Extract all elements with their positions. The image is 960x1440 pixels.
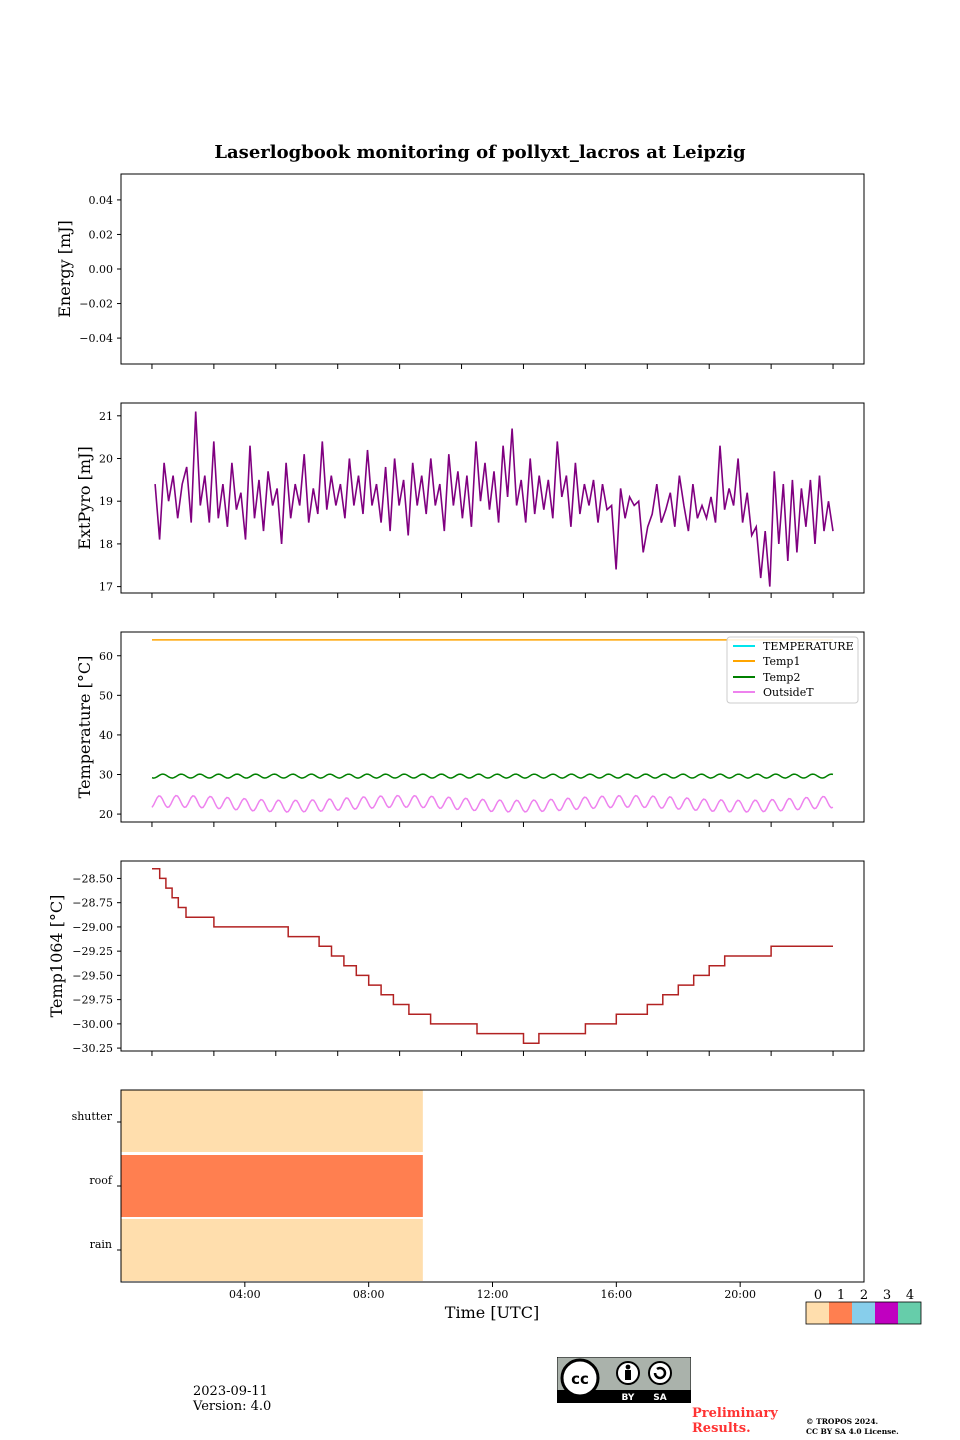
- colorbar-swatch: [806, 1302, 829, 1324]
- temp1064-plot-area: [120, 860, 865, 1052]
- copyright-line2: CC BY SA 4.0 License.: [806, 1427, 899, 1436]
- y-tick-label: −29.75: [72, 994, 113, 1007]
- temp1064-series-line: [152, 868, 833, 1044]
- energy-y-label: Energy [mJ]: [55, 220, 74, 318]
- y-tick-label: 0.04: [89, 194, 114, 207]
- y-tick-label: −30.25: [72, 1042, 113, 1055]
- temperature-y-label: Temperature [°C]: [75, 656, 94, 799]
- colorbar-tick-label: 0: [814, 1288, 822, 1303]
- status-heatmap-cells: [121, 1090, 423, 1281]
- energy-y-ticks: −0.04 −0.02 0.00 0.02 0.04: [79, 194, 121, 345]
- y-tick-label: −28.75: [72, 897, 113, 910]
- y-tick-label: 0.00: [89, 263, 114, 276]
- temperature-y-ticks: 20 30 40 50 60: [99, 650, 121, 821]
- chart-title: Laserlogbook monitoring of pollyxt_lacro…: [214, 142, 746, 163]
- y-tick-label: −28.50: [72, 872, 113, 885]
- status-panel: shutter roof rain 04:00 08:00 12:00 16:00 20…: [72, 1089, 865, 1322]
- x-tick-label: 20:00: [724, 1288, 756, 1301]
- extpyro-x-ticks: [151, 593, 834, 598]
- y-tick-label: −0.02: [79, 298, 113, 311]
- copyright-line1: © TROPOS 2024.: [806, 1417, 879, 1426]
- colorbar-swatch: [898, 1302, 921, 1324]
- y-tick-label: 18: [99, 538, 113, 551]
- extpyro-plot-area: [120, 402, 865, 594]
- cc-sa-text: SA: [653, 1393, 666, 1403]
- x-tick-label: 04:00: [229, 1288, 261, 1301]
- preliminary-line1: Preliminary: [692, 1406, 778, 1421]
- y-tick-label: 21: [99, 410, 113, 423]
- y-tick-label: −0.04: [79, 332, 113, 345]
- y-tick-label: 40: [99, 729, 113, 742]
- temp1064-y-label: Temp1064 [°C]: [47, 895, 66, 1018]
- row-label-roof: roof: [89, 1174, 113, 1187]
- footer-date-version: 2023-09-11 Version: 4.0: [193, 1384, 271, 1414]
- extpyro-panel: 17 18 19 20 21 ExtPyro [mJ]: [75, 402, 865, 598]
- preliminary-note: Preliminary Results.: [692, 1406, 778, 1436]
- temp1064-x-ticks: [151, 1051, 834, 1056]
- y-tick-label: −30.00: [72, 1018, 113, 1031]
- colorbar-swatch: [875, 1302, 898, 1324]
- temp2-series-line: [151, 773, 834, 779]
- y-tick-label: 30: [99, 769, 113, 782]
- temperature-panel: 20 30 40 50 60 TEMPERATURE Temp1 Temp2 Outsi…: [75, 631, 865, 827]
- y-tick-label: −29.50: [72, 969, 113, 982]
- row-label-shutter: shutter: [72, 1110, 113, 1123]
- y-tick-label: 60: [99, 650, 113, 663]
- y-tick-label: 50: [99, 689, 113, 702]
- y-tick-label: 19: [99, 495, 113, 508]
- extpyro-y-label: ExtPyro [mJ]: [75, 446, 94, 549]
- y-tick-label: 0.02: [89, 228, 114, 241]
- legend-frame: [726, 636, 859, 704]
- outsidet-series-line: [151, 794, 834, 813]
- x-tick-label: 12:00: [477, 1288, 509, 1301]
- extpyro-y-ticks: 17 18 19 20 21: [99, 410, 121, 594]
- colorbar-tick-label: 3: [883, 1288, 891, 1303]
- y-tick-label: 17: [99, 581, 113, 594]
- temp1064-y-ticks: −30.25 −30.00 −29.75 −29.50 −29.25 −29.00 −28.…: [72, 872, 121, 1055]
- cc-by-sa-icon: cc BY SA: [556, 1356, 692, 1404]
- energy-x-ticks: [151, 364, 834, 369]
- y-tick-label: 20: [99, 453, 113, 466]
- temperature-x-ticks: [151, 822, 834, 827]
- colorbar-tick-label: 2: [860, 1288, 868, 1303]
- x-tick-label: 08:00: [353, 1288, 385, 1301]
- temperature-legend: TEMPERATURE Temp1 Temp2 OutsideT: [726, 636, 859, 704]
- colorbar-swatch: [852, 1302, 875, 1324]
- energy-plot-area: [120, 173, 865, 365]
- x-axis-label: Time [UTC]: [445, 1303, 539, 1322]
- status-cell-rain: [121, 1219, 423, 1281]
- status-cell-shutter: [121, 1090, 423, 1152]
- preliminary-line2: Results.: [692, 1421, 751, 1436]
- legend-label-temp1: Temp1: [763, 655, 800, 668]
- footer-date: 2023-09-11: [193, 1384, 268, 1399]
- energy-panel: −0.04 −0.02 0.00 0.02 0.04 Energy [mJ]: [55, 173, 865, 369]
- svg-text:cc: cc: [571, 1370, 589, 1388]
- colorbar-frame: [805, 1301, 922, 1325]
- copyright-note: © TROPOS 2024. CC BY SA 4.0 License.: [806, 1417, 899, 1437]
- cc-by-text: BY: [622, 1393, 635, 1403]
- colorbar-tick-label: 4: [906, 1288, 914, 1303]
- temperature-plot-area: [120, 631, 865, 823]
- legend-label-outsidet: OutsideT: [763, 686, 814, 699]
- y-tick-label: 20: [99, 808, 113, 821]
- colorbar-swatch: [829, 1302, 852, 1324]
- row-label-rain: rain: [90, 1238, 112, 1251]
- y-tick-label: −29.25: [72, 945, 113, 958]
- x-tick-label: 16:00: [600, 1288, 632, 1301]
- y-tick-label: −29.00: [72, 921, 113, 934]
- status-x-ticks: 04:00 08:00 12:00 16:00 20:00: [229, 1282, 756, 1301]
- legend-label-temperature: TEMPERATURE: [763, 640, 854, 653]
- legend-label-temp2: Temp2: [763, 671, 800, 684]
- extpyro-series-line: [154, 411, 834, 587]
- status-cell-roof: [121, 1155, 423, 1217]
- colorbar-tick-label: 1: [837, 1288, 845, 1303]
- status-row-labels: shutter roof rain: [72, 1110, 121, 1251]
- footer-version: Version: 4.0: [193, 1399, 272, 1414]
- temp1064-panel: −30.25 −30.00 −29.75 −29.50 −29.25 −29.00 −28.…: [47, 860, 865, 1056]
